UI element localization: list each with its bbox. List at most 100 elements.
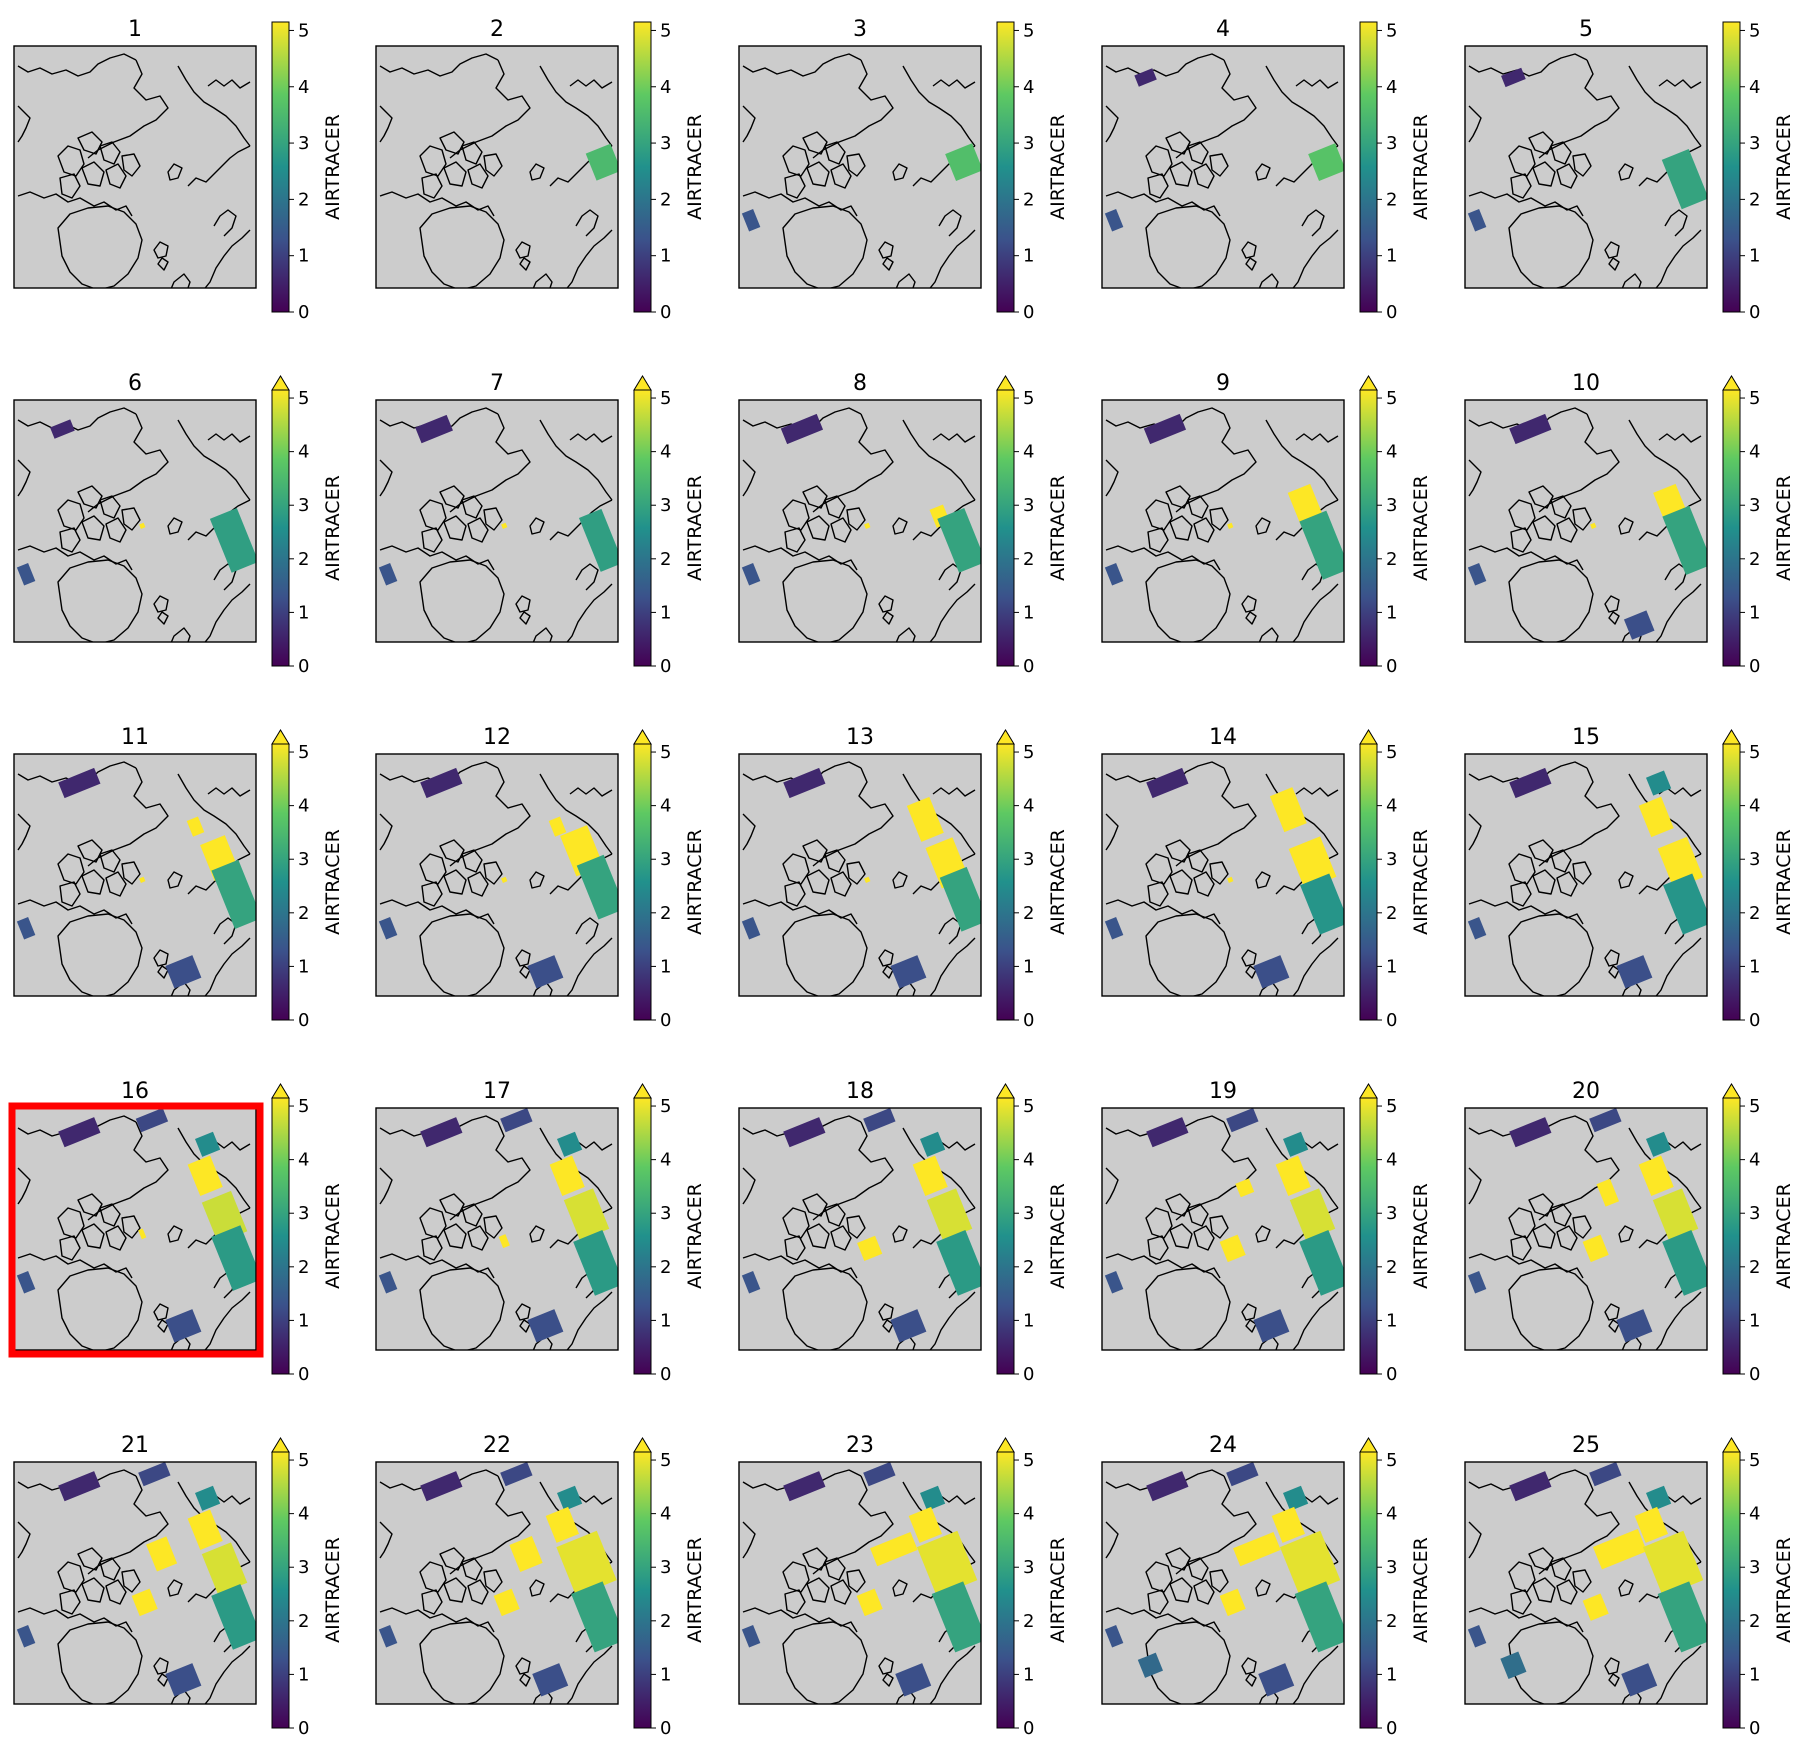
colorbar	[633, 1097, 652, 1375]
colorbar-tick-label: 3	[1023, 1203, 1034, 1224]
panel-title: 5	[1579, 17, 1593, 42]
colorbar-tick-label: 2	[1023, 1257, 1034, 1278]
tracer-patch	[1645, 770, 1672, 796]
tracer-patch	[16, 916, 36, 940]
colorbar-tick-label: 2	[660, 1611, 671, 1632]
tracer-patch	[1645, 1485, 1672, 1511]
map-frame	[13, 45, 257, 289]
colorbar-tick-label: 0	[1386, 656, 1397, 677]
map-panel-18: 18 0 1 2 3 4 5 AIRTRACER	[738, 1079, 1069, 1385]
tracer-patch	[211, 1584, 256, 1650]
colorbar-tick-label: 3	[660, 1203, 671, 1224]
colorbar-tick-label: 0	[298, 1718, 309, 1739]
map-panel-13: 13 0 1 2 3 4 5 AIRTRACER	[738, 725, 1069, 1031]
colorbar-tick-label: 2	[298, 1257, 309, 1278]
colorbar-tick-label: 3	[1386, 133, 1397, 154]
colorbar-tick-label: 1	[1386, 246, 1397, 267]
colorbar-tick-label: 5	[1023, 388, 1034, 409]
tracer-patch	[498, 1234, 510, 1249]
tracer-patch	[501, 522, 508, 529]
colorbar-tick-label: 2	[1023, 189, 1034, 210]
colorbar-tick-label: 4	[1023, 1504, 1034, 1525]
tracer-patch	[187, 1155, 223, 1196]
colorbar-tick-label: 2	[1749, 549, 1760, 570]
colorbar-tick-label: 4	[1386, 1504, 1397, 1525]
tracer-patch	[1509, 1471, 1552, 1502]
tracer-patch	[1146, 1117, 1189, 1148]
tracer-patch	[187, 1509, 223, 1550]
colorbar-label: AIRTRACER	[1410, 1537, 1432, 1643]
tracer-patch	[139, 876, 146, 883]
tracer-patch	[585, 143, 618, 181]
map-panel-20: 20 0 1 2 3 4 5 AIRTRACER	[1464, 1079, 1795, 1385]
colorbar-tick-label: 1	[1386, 1664, 1397, 1685]
highlight-box	[8, 1102, 264, 1358]
tracer-patch	[741, 1270, 761, 1294]
panel-title: 23	[846, 1433, 874, 1458]
tracer-patch	[58, 1471, 101, 1502]
colorbar-label: AIRTRACER	[1047, 114, 1069, 220]
colorbar-tick-label: 0	[1023, 656, 1034, 677]
panel-title: 7	[490, 371, 504, 396]
colorbar	[996, 21, 1015, 313]
colorbar	[1359, 1097, 1378, 1375]
colorbar-tick-label: 3	[660, 1557, 671, 1578]
colorbar-tick-label: 2	[298, 1611, 309, 1632]
tracer-patch	[415, 414, 453, 444]
tracer-patch	[1596, 1178, 1620, 1207]
tracer-patch	[1146, 767, 1189, 799]
map-frame	[1464, 753, 1708, 997]
colorbar	[633, 1451, 652, 1729]
tracer-patch	[493, 1588, 520, 1617]
map-frame	[375, 1107, 619, 1351]
colorbar-tick-label: 5	[298, 1450, 309, 1471]
colorbar-tick-label: 5	[1749, 388, 1760, 409]
colorbar-tick-label: 5	[1023, 20, 1034, 41]
colorbar-label: AIRTRACER	[1047, 475, 1069, 581]
tracer-patch	[556, 1131, 583, 1157]
panels-layer: 1012345AIRTRACER2012345AIRTRACER3012345A…	[8, 17, 1795, 1739]
colorbar-tick-label: 0	[660, 1010, 671, 1031]
colorbar-tick-label: 5	[660, 388, 671, 409]
tracer-patch	[420, 1117, 463, 1148]
colorbar-tick-label: 1	[298, 246, 309, 267]
colorbar-tick-label: 3	[1749, 1557, 1760, 1578]
tracer-patch	[131, 1588, 158, 1617]
tracer-patch	[1662, 505, 1707, 575]
tracer-patch	[1104, 916, 1124, 940]
panel-title: 15	[1572, 725, 1600, 750]
tracer-patch	[556, 1530, 617, 1597]
colorbar-tick-label: 3	[1023, 133, 1034, 154]
tracer-patch	[1590, 522, 1597, 529]
map-frame	[13, 399, 257, 643]
map-panel-19: 19 0 1 2 3 4 5 AIRTRACER	[1101, 1079, 1432, 1385]
panel-title: 24	[1209, 1433, 1237, 1458]
tracer-patch	[870, 1531, 918, 1567]
tracer-patch	[16, 1624, 36, 1648]
colorbar-extend-arrow	[271, 1083, 290, 1099]
panel-title: 21	[121, 1433, 149, 1458]
tracer-patch	[578, 508, 618, 572]
tracer-patch	[1235, 1178, 1255, 1198]
colorbar-tick-label: 3	[1749, 849, 1760, 870]
tracer-patch	[1467, 208, 1487, 232]
colorbar-tick-label: 4	[1749, 1504, 1760, 1525]
tracer-patch	[1271, 1506, 1305, 1543]
tracer-patch	[780, 413, 824, 445]
tracer-patch	[916, 1530, 978, 1597]
tracer-patch	[138, 1462, 171, 1487]
tracer-patch	[501, 876, 508, 883]
colorbar-tick-label: 3	[298, 133, 309, 154]
colorbar-tick-label: 2	[298, 549, 309, 570]
panel-title: 4	[1216, 17, 1230, 42]
tracer-patch	[1300, 873, 1344, 935]
tracer-patch	[1275, 1155, 1311, 1196]
panel-title: 17	[483, 1079, 511, 1104]
colorbar-tick-label: 3	[298, 1203, 309, 1224]
tracer-patch	[1500, 1651, 1527, 1680]
panel-title: 3	[853, 17, 867, 42]
tracer-patch	[1104, 1624, 1124, 1648]
tracer-patch	[1104, 562, 1124, 586]
tracer-patch	[1282, 1485, 1309, 1511]
map-frame	[738, 753, 982, 997]
